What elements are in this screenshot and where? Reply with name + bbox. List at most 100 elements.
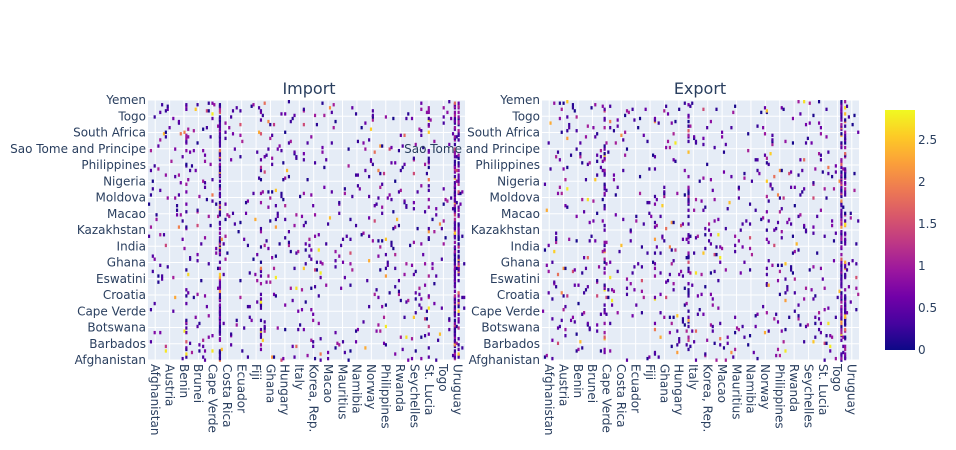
heatmap-cell — [769, 182, 772, 186]
heatmap-cell — [558, 324, 561, 329]
heatmap-cell — [791, 141, 795, 145]
heatmap-cell — [410, 116, 414, 121]
heatmap-cell — [840, 162, 843, 167]
heatmap-cell — [198, 194, 201, 199]
heatmap-cell — [672, 259, 675, 263]
heatmap-cell — [414, 349, 417, 353]
heatmap-cell — [633, 118, 636, 122]
heatmap-cell — [847, 285, 850, 289]
heatmap-cell — [571, 315, 574, 320]
x-tick-label: St. Lucia — [422, 364, 436, 415]
heatmap-cell — [581, 161, 584, 165]
heatmap-cell — [280, 358, 283, 362]
heatmap-cell — [840, 291, 843, 295]
heatmap-cell — [185, 340, 188, 344]
y-tick-label: Eswatini — [96, 272, 146, 286]
heatmap-cell — [840, 225, 843, 229]
heatmap-cell — [175, 213, 179, 217]
heatmap-cell — [271, 133, 274, 138]
heatmap-cell — [672, 158, 675, 162]
heatmap-cell — [840, 115, 843, 119]
heatmap-cell — [312, 344, 315, 349]
heatmap-cell — [159, 330, 162, 335]
heatmap-cell — [804, 228, 808, 232]
heatmap-cell — [461, 234, 464, 238]
heatmap-cell — [791, 234, 795, 238]
heatmap-cell — [414, 297, 417, 301]
heatmap-cell — [226, 213, 229, 217]
heatmap-cell — [817, 100, 821, 104]
heatmap-cell — [844, 174, 847, 179]
heatmap-cell — [842, 205, 845, 209]
heatmap-cell — [840, 185, 843, 190]
heatmap-cell — [603, 283, 606, 287]
x-tick-label: Uruguay — [845, 364, 859, 415]
heatmap-cell — [775, 312, 778, 316]
heatmap-cell — [203, 159, 207, 164]
heatmap-cell — [607, 295, 610, 300]
heatmap-cell — [810, 288, 813, 292]
heatmap-cell — [291, 344, 294, 349]
heatmap-cell — [577, 301, 580, 306]
heatmap-cell — [185, 103, 188, 107]
heatmap-cell — [687, 318, 690, 323]
heatmap-cell — [596, 211, 599, 216]
heatmap-cell — [844, 242, 847, 246]
heatmap-cell — [640, 265, 643, 269]
heatmap-cell — [364, 121, 367, 125]
heatmap-cell — [653, 220, 657, 225]
heatmap-cell — [840, 158, 843, 162]
heatmap-cell — [319, 260, 322, 264]
heatmap-cell — [457, 161, 460, 165]
heatmap-cell — [773, 228, 776, 232]
heatmap-cell — [568, 122, 571, 127]
heatmap-cell — [547, 243, 550, 248]
heatmap-cell — [250, 318, 253, 323]
heatmap-cell — [556, 326, 560, 330]
heatmap-cell — [203, 185, 207, 190]
heatmap-cell — [784, 349, 787, 353]
heatmap-cell — [556, 191, 560, 196]
heatmap-cell — [844, 106, 847, 110]
heatmap-cell — [427, 165, 430, 170]
heatmap-cell — [259, 300, 263, 304]
y-tick-label: Macao — [107, 207, 146, 221]
heatmap-cell — [752, 350, 755, 355]
colorbar-tick-label: 1.5 — [918, 217, 937, 231]
heatmap-cell — [442, 219, 445, 223]
heatmap-cell — [427, 156, 430, 160]
heatmap-cell — [332, 126, 335, 130]
heatmap-cell — [819, 330, 822, 335]
heatmap-cell — [202, 148, 205, 153]
heatmap-cell — [607, 150, 610, 154]
heatmap-cell — [248, 315, 251, 320]
export-x-ticks: Afghanistan Austria Benin Brunei Cape Verde C… — [542, 363, 859, 435]
heatmap-cell — [844, 190, 847, 194]
heatmap-cell — [368, 194, 371, 199]
heatmap-cell — [821, 170, 824, 174]
heatmap-cell — [450, 196, 453, 200]
heatmap-cell — [343, 275, 346, 280]
heatmap-cell — [596, 159, 599, 164]
heatmap-cell — [345, 234, 348, 238]
heatmap-cell — [849, 300, 852, 304]
heatmap-cell — [327, 222, 330, 226]
heatmap-cell — [655, 197, 658, 202]
heatmap-cell — [793, 185, 796, 190]
heatmap-cell — [799, 158, 802, 162]
heatmap-cell — [799, 213, 802, 217]
heatmap-cell — [547, 291, 550, 295]
heatmap-cell — [603, 168, 606, 173]
x-tick-label: Brunei — [191, 364, 205, 403]
heatmap-cell — [207, 335, 210, 339]
heatmap-cell — [844, 272, 847, 277]
heatmap-cell — [743, 171, 746, 176]
heatmap-cell — [646, 200, 649, 205]
heatmap-cell — [196, 292, 199, 297]
heatmap-cell — [564, 334, 567, 338]
heatmap-cell — [603, 152, 606, 156]
heatmap-cell — [390, 161, 393, 165]
heatmap-cell — [453, 101, 456, 105]
heatmap-cell — [280, 194, 283, 199]
